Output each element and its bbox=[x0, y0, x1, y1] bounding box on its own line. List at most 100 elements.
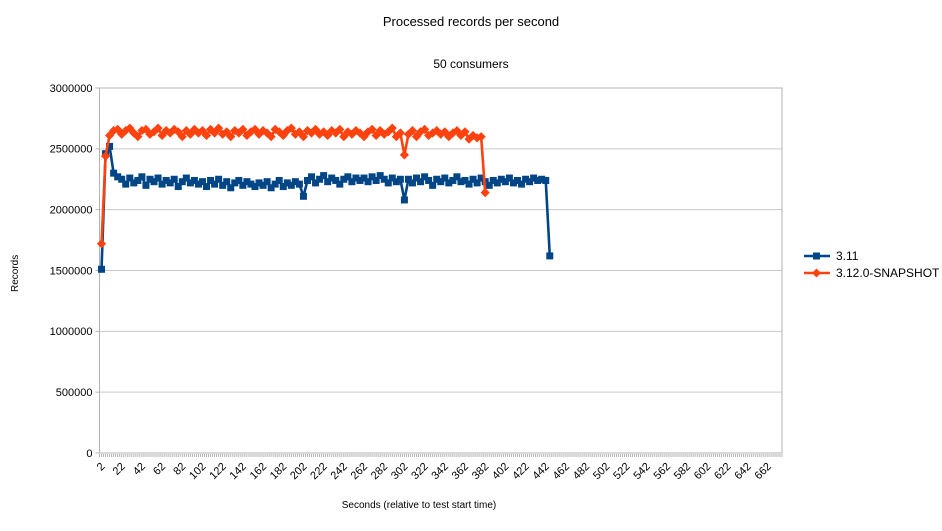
data-point bbox=[371, 130, 381, 141]
x-tick-label: 342 bbox=[429, 461, 450, 482]
y-tick-label: 2000000 bbox=[50, 205, 93, 217]
data-point bbox=[287, 181, 295, 189]
data-point bbox=[303, 176, 311, 184]
data-point bbox=[270, 124, 280, 134]
data-point bbox=[480, 188, 490, 198]
x-tick-label: 522 bbox=[611, 461, 632, 482]
data-point bbox=[332, 176, 340, 184]
data-point bbox=[100, 151, 111, 161]
data-point bbox=[428, 128, 438, 138]
data-point bbox=[290, 129, 300, 139]
data-point bbox=[368, 173, 376, 181]
data-point bbox=[312, 179, 320, 187]
x-tick-label: 622 bbox=[712, 461, 733, 482]
x-tick-label: 2 bbox=[95, 461, 108, 474]
data-point bbox=[186, 179, 194, 187]
x-tick-label: 22 bbox=[111, 461, 128, 478]
data-point bbox=[271, 180, 279, 188]
data-point bbox=[328, 174, 336, 182]
data-point bbox=[400, 196, 408, 204]
data-point bbox=[324, 178, 332, 186]
data-point bbox=[294, 127, 305, 137]
data-point bbox=[170, 175, 178, 183]
x-tick-label: 582 bbox=[672, 461, 693, 482]
chart-title: Processed records per second bbox=[382, 14, 560, 29]
data-point bbox=[98, 265, 106, 273]
data-point bbox=[291, 178, 299, 186]
data-point bbox=[530, 174, 538, 182]
data-point bbox=[214, 123, 224, 133]
data-point bbox=[298, 132, 309, 142]
data-point bbox=[453, 173, 461, 181]
data-point bbox=[198, 178, 206, 186]
data-point bbox=[518, 180, 526, 188]
x-axis-title: Seconds (relative to test start time) bbox=[341, 500, 497, 511]
data-point bbox=[138, 173, 146, 181]
data-point bbox=[417, 178, 425, 186]
data-point bbox=[546, 252, 554, 260]
x-tick-label: 242 bbox=[328, 461, 349, 482]
data-point bbox=[226, 132, 236, 142]
data-point bbox=[538, 175, 546, 183]
data-point bbox=[295, 180, 303, 188]
data-point bbox=[142, 181, 150, 189]
data-point bbox=[485, 181, 493, 189]
data-point bbox=[146, 175, 154, 183]
data-point bbox=[376, 172, 384, 180]
data-point bbox=[130, 179, 138, 187]
y-tick-label: 1000000 bbox=[50, 326, 93, 338]
data-point bbox=[106, 142, 114, 150]
data-point bbox=[177, 132, 187, 142]
data-point bbox=[174, 183, 182, 191]
x-tick-label: 122 bbox=[207, 461, 228, 482]
data-point bbox=[308, 173, 316, 181]
data-point bbox=[396, 175, 404, 183]
data-point bbox=[360, 174, 368, 182]
data-point bbox=[109, 125, 119, 136]
x-tick-label: 482 bbox=[571, 461, 592, 482]
legend-marker-diamond-icon bbox=[804, 268, 830, 277]
x-tick-label: 662 bbox=[753, 461, 774, 482]
data-point bbox=[468, 130, 478, 141]
x-tick-label: 162 bbox=[248, 461, 269, 482]
data-point bbox=[283, 179, 291, 187]
data-point bbox=[231, 179, 239, 187]
x-tick-label: 642 bbox=[732, 461, 753, 482]
data-point bbox=[399, 150, 410, 160]
data-point bbox=[384, 179, 392, 187]
data-point bbox=[441, 174, 449, 182]
x-tick-label: 302 bbox=[389, 461, 410, 482]
x-tick-label: 182 bbox=[268, 461, 289, 482]
x-tick-label: 422 bbox=[510, 461, 531, 482]
data-point bbox=[477, 174, 485, 182]
data-point bbox=[364, 178, 372, 186]
data-point bbox=[319, 127, 329, 137]
data-point bbox=[413, 174, 421, 182]
data-point bbox=[387, 123, 397, 133]
data-point bbox=[336, 180, 344, 188]
x-tick-label: 282 bbox=[369, 461, 390, 482]
data-point bbox=[110, 169, 118, 177]
data-point bbox=[178, 178, 186, 186]
data-point bbox=[134, 176, 142, 184]
data-point bbox=[425, 176, 433, 184]
data-point bbox=[194, 180, 202, 188]
data-point bbox=[96, 239, 107, 249]
data-point bbox=[126, 174, 134, 182]
data-point bbox=[154, 174, 162, 182]
data-point bbox=[433, 175, 441, 183]
data-point bbox=[162, 176, 170, 184]
data-point bbox=[267, 184, 275, 192]
data-point bbox=[392, 178, 400, 186]
data-point bbox=[415, 127, 426, 137]
x-tick-label: 502 bbox=[591, 461, 612, 482]
x-tick-label: 442 bbox=[530, 461, 551, 482]
data-point bbox=[445, 179, 453, 187]
data-point bbox=[534, 176, 542, 184]
data-point bbox=[407, 125, 418, 136]
x-tick-label: 202 bbox=[288, 461, 309, 482]
data-point bbox=[367, 124, 377, 134]
data-point bbox=[461, 176, 469, 184]
data-point bbox=[469, 175, 477, 183]
data-point bbox=[227, 184, 235, 192]
